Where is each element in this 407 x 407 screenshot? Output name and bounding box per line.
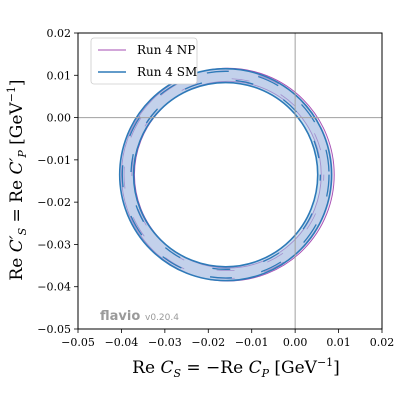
y-tick-label: −0.05 (37, 323, 71, 336)
y-tick-label: 0.00 (47, 112, 72, 125)
x-tick-label: −0.01 (235, 336, 269, 349)
y-axis-label: Re C′S = Re C′P [GeV−1] (5, 79, 29, 280)
legend-label-run4-sm: Run 4 SM (137, 65, 197, 79)
x-tick-label: −0.05 (61, 336, 95, 349)
y-tick-label: −0.02 (37, 196, 71, 209)
x-tick-label: −0.03 (148, 336, 182, 349)
x-axis-label: Re CS = −Re CP [GeV−1] (132, 356, 340, 380)
plot-frame (77, 32, 383, 330)
y-tick-label: −0.03 (37, 238, 71, 251)
x-tick-label: −0.02 (191, 336, 225, 349)
y-tick-label: −0.01 (37, 154, 71, 167)
contour-band-run4-sm (118, 67, 333, 282)
contour-inner-inner-run4-sm (130, 79, 321, 270)
y-tick-label: −0.04 (37, 281, 71, 294)
y-tick-label: 0.02 (47, 27, 72, 40)
contour-inner-outer-run4-sm (121, 70, 330, 279)
legend-label-run4-np: Run 4 NP (137, 43, 195, 57)
x-tick-label: 0.02 (370, 336, 395, 349)
tick-layer: −0.05 −0.04 −0.03 −0.02 −0.01 0.00 0.01 0.02 −0.… (37, 27, 394, 349)
x-tick-label: 0.01 (326, 336, 351, 349)
contour-layer (118, 67, 335, 282)
flavio-version: v0.20.4 (145, 313, 179, 323)
legend: Run 4 NP Run 4 SM (90, 37, 198, 85)
x-tick-label: 0.00 (283, 336, 308, 349)
y-tick-label: 0.01 (47, 69, 72, 82)
x-tick-label: −0.04 (105, 336, 139, 349)
flavio-logo: flavio (100, 309, 140, 324)
